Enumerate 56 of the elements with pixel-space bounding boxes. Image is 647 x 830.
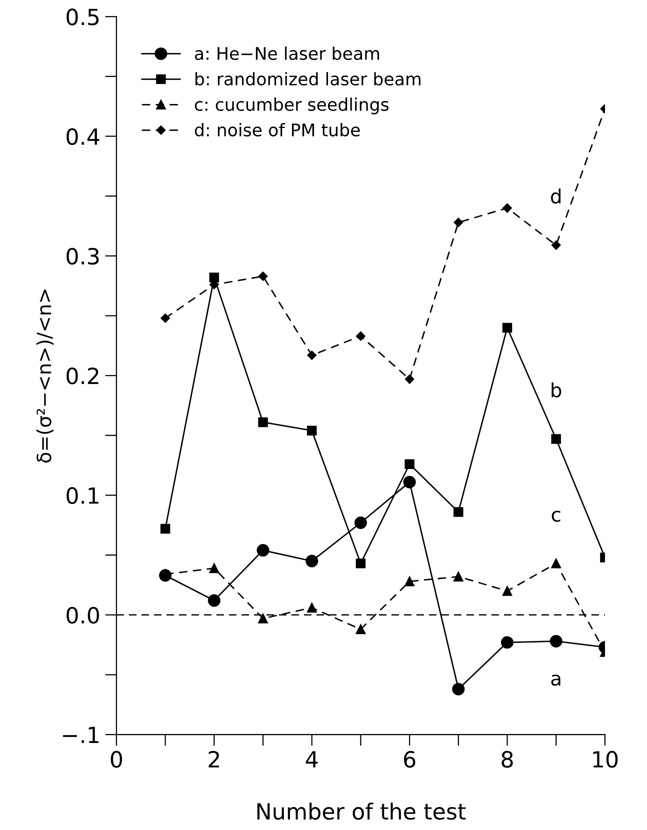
point (454, 572, 464, 582)
x-axis-title: Number of the test (257, 802, 466, 820)
annotation: a (551, 674, 560, 686)
x-tick-label: 8 (502, 750, 513, 768)
point (550, 634, 562, 648)
point (551, 240, 561, 250)
y-tick-label: −.1 (63, 726, 98, 743)
point (404, 576, 414, 586)
legend-label: b: randomized laser beam (196, 72, 420, 86)
y-tick-label: 0.2 (66, 368, 98, 384)
point (256, 544, 270, 557)
point (404, 374, 414, 384)
y-tick-label: 0.1 (66, 487, 98, 504)
y-tick-label: 0.3 (66, 248, 99, 265)
point (502, 203, 512, 213)
point (258, 417, 268, 428)
point (452, 682, 465, 696)
point (306, 426, 317, 436)
annotation: b (552, 382, 562, 398)
point (551, 434, 561, 444)
point (551, 558, 561, 568)
point (258, 614, 268, 624)
point (454, 507, 464, 517)
x-tick-label: 10 (593, 750, 618, 768)
legend-label: a: He−Ne laser beam (194, 46, 380, 60)
point (354, 516, 367, 530)
point (258, 272, 268, 281)
point (356, 624, 366, 634)
x-tick-label: 0 (110, 750, 122, 768)
point (502, 322, 512, 333)
annotation: d (550, 188, 560, 204)
annotation: c (552, 510, 560, 522)
point (306, 602, 317, 613)
point (209, 272, 220, 282)
point (306, 554, 318, 568)
y-tick-label: 0.5 (66, 8, 99, 26)
point (160, 524, 170, 534)
legend-label: c: cucumber seedlings (194, 98, 389, 114)
x-tick-label: 2 (208, 750, 219, 768)
point (160, 314, 170, 323)
y-tick-label: 0.0 (66, 606, 100, 624)
point (454, 218, 464, 228)
y-axis-title: δ=(σ²−<n>)/<n> (36, 290, 54, 463)
x-tick-label: 6 (404, 750, 416, 768)
point (356, 331, 366, 341)
legend-label: d: noise of PM tube (194, 123, 360, 136)
point (208, 594, 220, 607)
point (501, 636, 514, 649)
point (356, 558, 366, 568)
point (403, 476, 416, 488)
y-tick-label: 0.4 (66, 128, 100, 146)
point (209, 563, 220, 574)
x-tick-label: 4 (306, 751, 318, 768)
point (307, 350, 316, 360)
point (502, 586, 512, 596)
point (404, 459, 414, 469)
